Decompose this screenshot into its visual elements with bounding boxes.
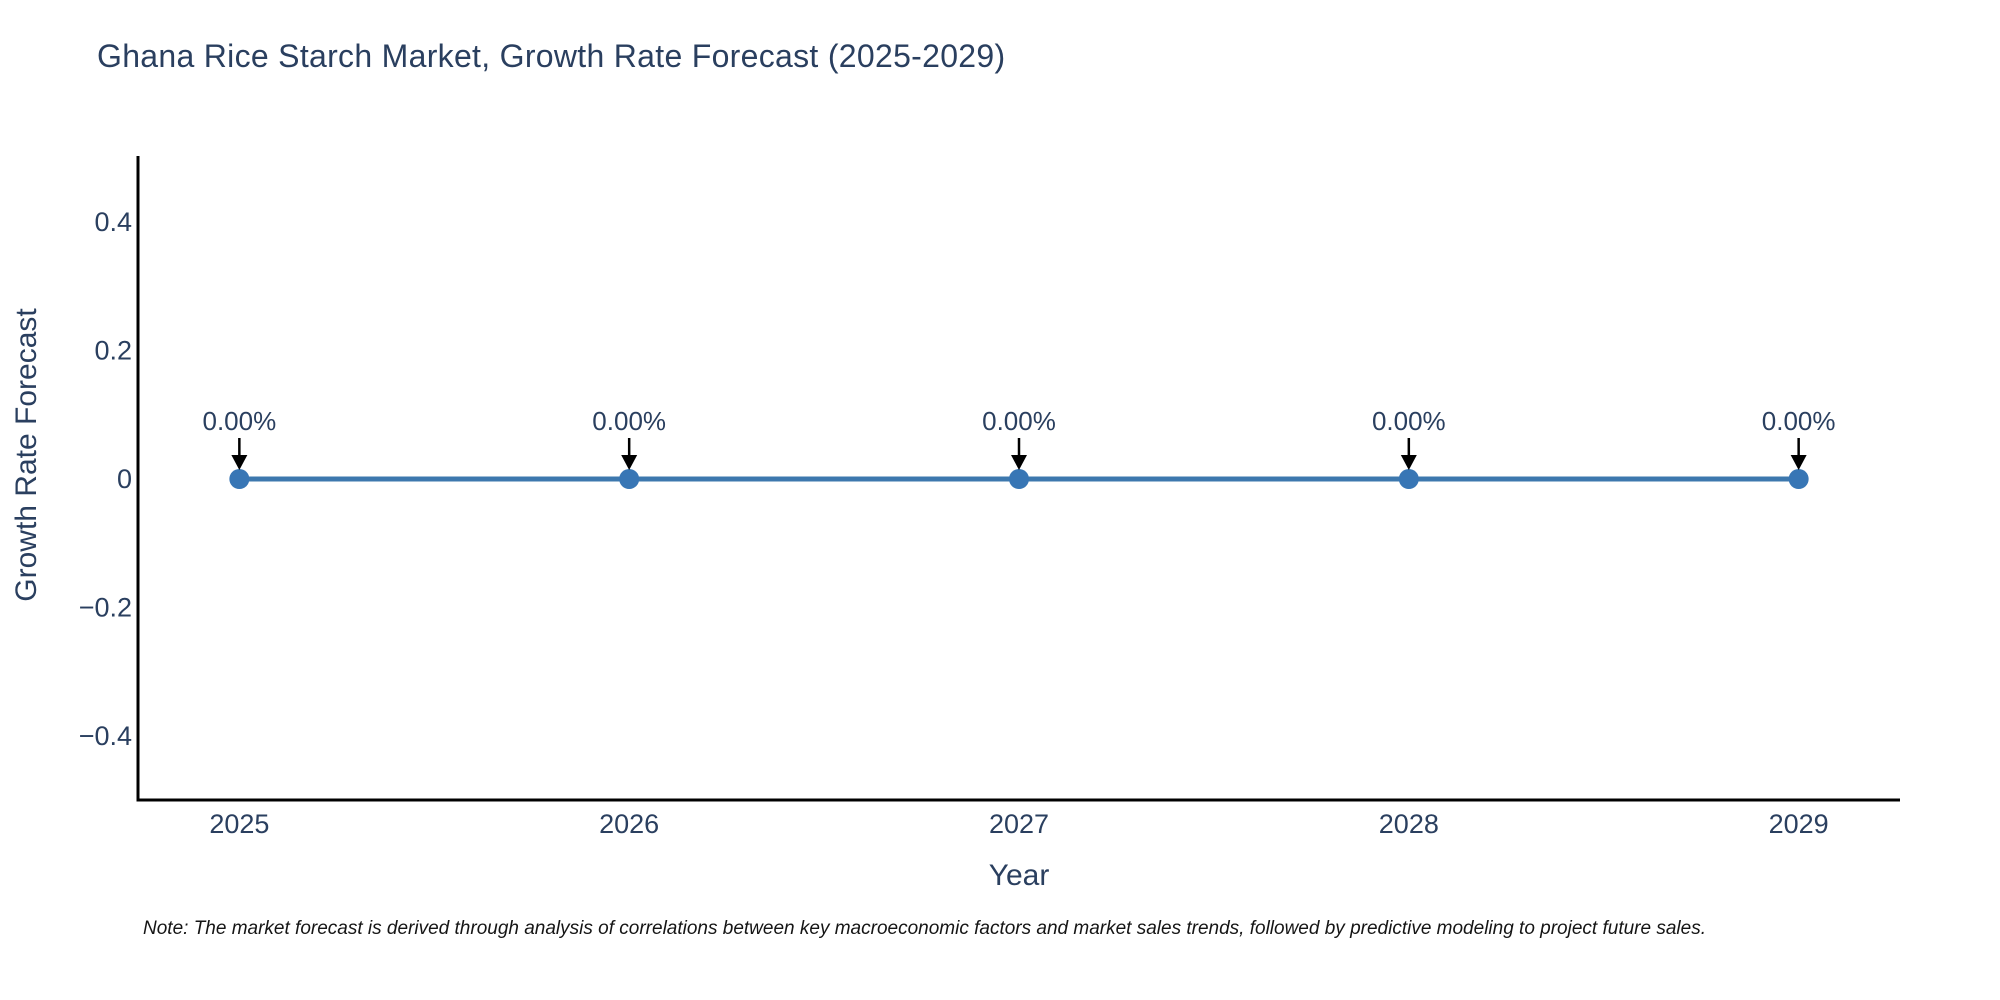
chart-title: Ghana Rice Starch Market, Growth Rate Fo…	[97, 38, 1006, 74]
x-tick-label: 2026	[599, 809, 659, 839]
y-tick-label: 0.2	[94, 336, 132, 366]
arrow-down-icon	[1011, 455, 1027, 470]
annotation-label: 0.00%	[982, 406, 1056, 436]
chart-footnote: Note: The market forecast is derived thr…	[143, 918, 1706, 939]
data-point-marker	[1009, 469, 1029, 489]
x-tick-label: 2028	[1379, 809, 1439, 839]
annotation-label: 0.00%	[1372, 406, 1446, 436]
data-point-marker	[1788, 469, 1809, 489]
x-axis-title: Year	[988, 859, 1050, 892]
y-tick-label: −0.4	[79, 721, 132, 751]
data-point-marker	[229, 469, 250, 489]
data-point-marker	[619, 469, 640, 489]
y-tick-label: 0	[117, 464, 132, 494]
y-tick-label: 0.4	[94, 207, 132, 237]
y-tick-label: −0.2	[79, 592, 132, 622]
arrow-down-icon	[1790, 455, 1807, 470]
arrow-down-icon	[231, 455, 248, 470]
x-tick-label: 2025	[209, 809, 269, 839]
x-tick-label: 2027	[989, 809, 1049, 839]
arrow-down-icon	[1400, 455, 1417, 470]
data-point-marker	[1398, 469, 1419, 489]
x-tick-label: 2029	[1769, 809, 1829, 839]
arrow-down-icon	[621, 455, 638, 470]
annotation-label: 0.00%	[202, 406, 276, 436]
annotation-label: 0.00%	[1762, 406, 1836, 436]
annotation-label: 0.00%	[592, 406, 666, 436]
